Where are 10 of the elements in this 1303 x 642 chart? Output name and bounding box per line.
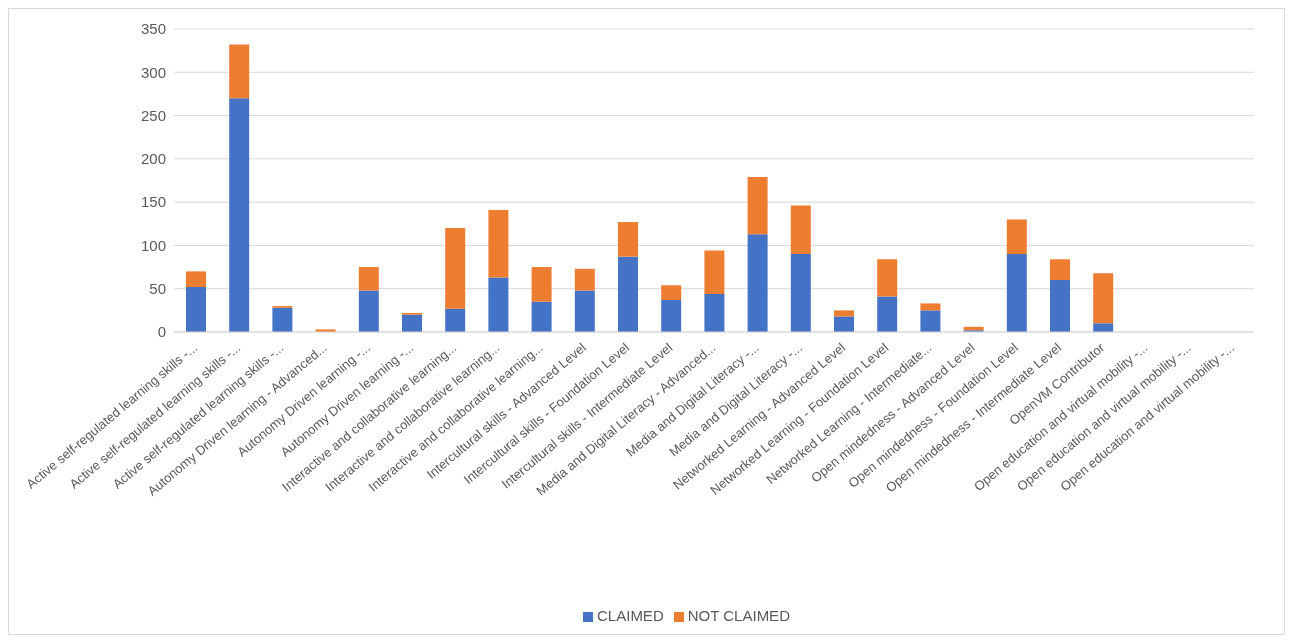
y-tick-label: 200 bbox=[140, 150, 166, 168]
legend-label: CLAIMED bbox=[597, 607, 664, 624]
y-tick-label: 150 bbox=[140, 193, 166, 211]
y-tick-label: 0 bbox=[157, 323, 166, 341]
legend-label: NOT CLAIMED bbox=[687, 607, 790, 624]
y-tick-label: 50 bbox=[149, 280, 166, 298]
y-tick-label: 250 bbox=[140, 106, 166, 124]
y-tick-label: 300 bbox=[140, 63, 166, 81]
y-tick-label: 100 bbox=[140, 236, 166, 254]
y-tick-label: 350 bbox=[140, 20, 166, 38]
